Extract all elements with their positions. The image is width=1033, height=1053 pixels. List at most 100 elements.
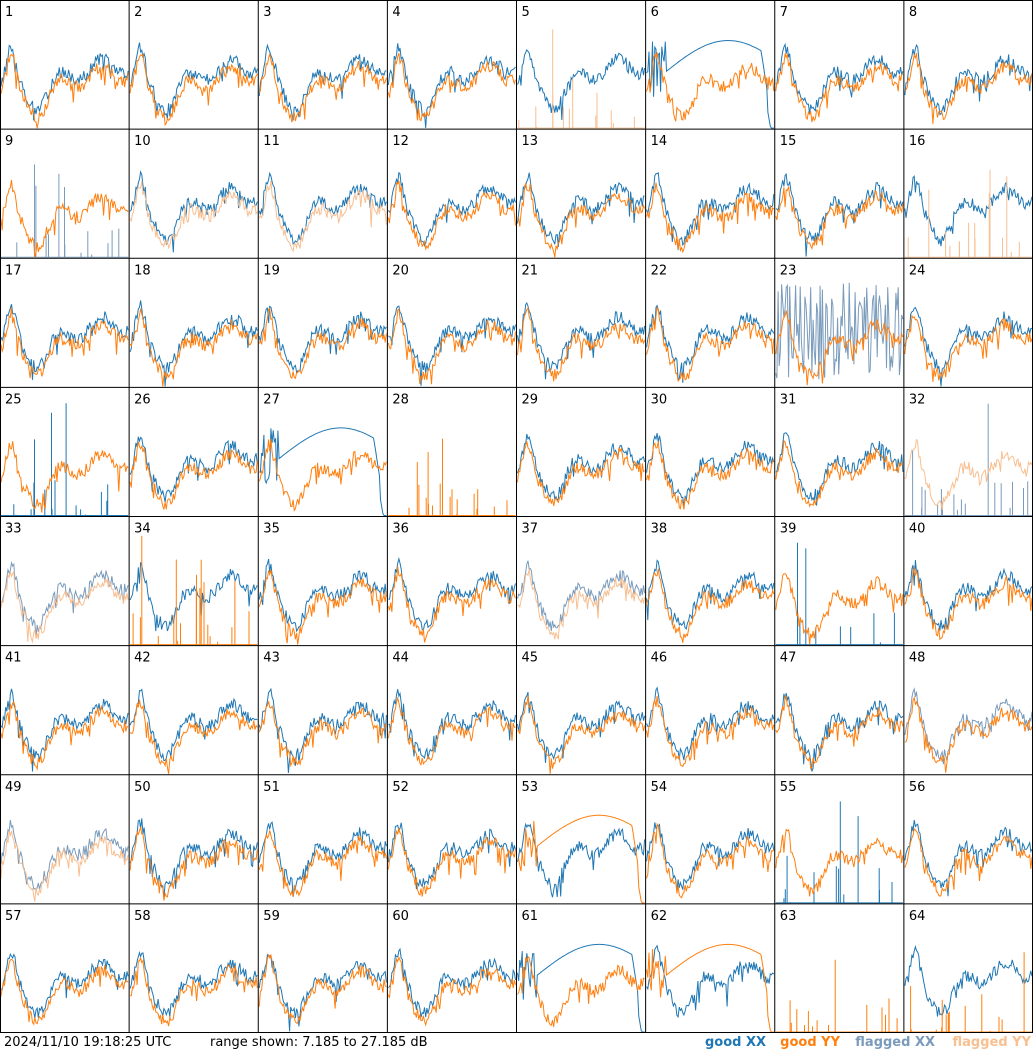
panel-64-yy-line — [904, 952, 1032, 1033]
panel-52-label: 52 — [392, 780, 409, 795]
panel-26-label: 26 — [134, 392, 151, 407]
panel-2-xx-line — [129, 42, 258, 119]
panel-64-label: 64 — [909, 909, 926, 924]
panel-36-label: 36 — [392, 522, 409, 537]
panel-8-xx-line — [904, 43, 1033, 116]
panel-17-label: 17 — [5, 263, 22, 278]
panel-19-yy-line — [258, 307, 387, 380]
panel-22-xx-line — [646, 304, 775, 383]
panel-33-yy-line — [0, 570, 129, 644]
panel-51-yy-line — [258, 830, 387, 897]
panel-50-xx-line — [129, 818, 258, 898]
panel-20-xx-line — [388, 305, 516, 386]
panel-15-label: 15 — [780, 134, 797, 149]
panel-47-xx-line — [775, 693, 904, 772]
panel-35-label: 35 — [263, 522, 280, 537]
legend-flagged-xx: flagged XX — [855, 1035, 935, 1050]
panel-16-yy-line — [904, 169, 1032, 258]
panel-33-label: 33 — [5, 522, 22, 537]
panel-11-xx-line — [258, 171, 387, 245]
panel-40-label: 40 — [909, 522, 926, 537]
panel-56-yy-line — [904, 828, 1033, 897]
footer: 2024/11/10 19:18:25 UTC range shown: 7.1… — [0, 1033, 1033, 1053]
panel-19-label: 19 — [263, 263, 280, 278]
panel-31-label: 31 — [780, 392, 797, 407]
panel-54-yy-line — [646, 822, 775, 899]
panel-49-yy-line — [0, 830, 129, 902]
panel-61-label: 61 — [522, 909, 539, 924]
panel-37-xx-line — [517, 560, 646, 631]
panel-40-yy-line — [904, 565, 1033, 641]
panel-55-xx-line — [775, 801, 903, 904]
panel-32-yy-line — [904, 439, 1033, 510]
panel-45-yy-line — [517, 695, 646, 774]
panel-14-xx-line — [646, 172, 775, 251]
panel-55-label: 55 — [780, 780, 797, 795]
panel-18-xx-line — [129, 300, 258, 387]
panel-34-xx-line — [129, 562, 258, 632]
panel-7-yy-line — [775, 52, 904, 123]
panel-2-yy-line — [129, 53, 258, 127]
panel-51-xx-line — [258, 821, 387, 897]
panel-22-yy-line — [646, 306, 775, 382]
panel-44-xx-line — [388, 689, 516, 760]
panel-36-xx-line — [388, 556, 516, 632]
panel-13-label: 13 — [522, 134, 539, 149]
panel-35-xx-line — [258, 558, 387, 633]
panel-59-yy-line — [258, 953, 387, 1024]
panel-7-label: 7 — [780, 5, 788, 20]
panel-23-label: 23 — [780, 263, 797, 278]
panel-30-yy-line — [646, 441, 775, 510]
panel-46-yy-line — [646, 696, 775, 768]
panel-56-label: 56 — [909, 780, 926, 795]
panel-47-yy-line — [775, 695, 904, 771]
panel-51-label: 51 — [263, 780, 280, 795]
panel-26-yy-line — [129, 441, 258, 510]
panel-53-yy-line — [517, 814, 645, 904]
panel-31-yy-line — [775, 439, 904, 508]
panel-50-yy-line — [129, 826, 258, 901]
panel-39-yy-line — [775, 573, 904, 645]
panel-15-yy-line — [775, 186, 904, 251]
panel-34-yy-line — [130, 535, 258, 646]
panel-30-label: 30 — [651, 392, 668, 407]
panel-6-label: 6 — [651, 5, 659, 20]
panel-58-label: 58 — [134, 909, 151, 924]
panel-53-xx-line — [517, 822, 646, 898]
panel-54-label: 54 — [651, 780, 668, 795]
panel-21-yy-line — [517, 306, 646, 382]
panel-6-yy-line — [646, 52, 775, 122]
panel-9-xx-line — [1, 164, 129, 258]
panel-29-label: 29 — [522, 392, 539, 407]
panel-48-label: 48 — [909, 651, 926, 666]
panel-25-label: 25 — [5, 392, 22, 407]
panel-14-yy-line — [646, 182, 775, 254]
panel-30-xx-line — [646, 433, 775, 508]
panel-60-xx-line — [388, 947, 516, 1018]
panel-42-label: 42 — [134, 651, 151, 666]
panel-8-yy-line — [904, 52, 1033, 124]
panel-57-xx-line — [0, 952, 129, 1019]
panel-12-yy-line — [387, 180, 516, 251]
panel-14-label: 14 — [651, 134, 668, 149]
panel-40-xx-line — [904, 559, 1033, 631]
panel-37-yy-line — [517, 569, 646, 640]
panel-12-xx-line — [387, 171, 516, 248]
panel-46-xx-line — [646, 686, 775, 761]
panel-59-xx-line — [258, 953, 387, 1032]
panel-46-label: 46 — [651, 651, 668, 666]
panel-5-yy-line — [517, 29, 645, 129]
legend-flagged-yy: flagged YY — [952, 1035, 1032, 1050]
panel-52-yy-line — [387, 827, 516, 897]
panel-21-xx-line — [517, 302, 646, 380]
panel-43-xx-line — [258, 687, 387, 773]
panel-16-xx-line — [904, 174, 1033, 247]
legend-good-yy: good YY — [780, 1035, 840, 1050]
panel-38-yy-line — [646, 568, 775, 643]
panel-28-label: 28 — [392, 392, 409, 407]
panel-16-label: 16 — [909, 134, 926, 149]
panel-5-label: 5 — [522, 5, 530, 20]
panel-23-yy-line — [775, 310, 904, 386]
panel-54-xx-line — [646, 822, 775, 891]
panel-1-yy-line — [0, 53, 129, 129]
